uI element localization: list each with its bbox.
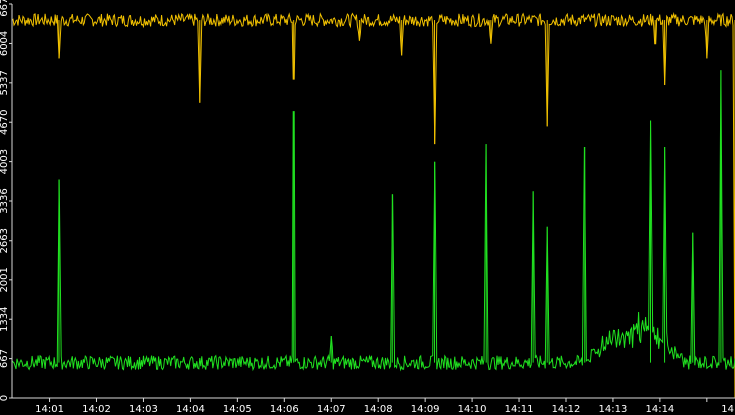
y-tick-label: 4670 — [0, 109, 10, 134]
x-tick-label: 14:03 — [129, 404, 158, 415]
y-tick-label: 4003 — [0, 149, 10, 174]
x-tick-label: 14:06 — [270, 404, 299, 415]
series-line-0 — [11, 12, 735, 399]
y-tick-label: 6672 — [0, 0, 10, 17]
x-tick-label: 14 — [721, 404, 734, 415]
x-axis: 14:01 14:02 14:03 14:04 14:05 14:06 14:07 14:08… — [35, 398, 734, 415]
y-tick-label: 3336 — [0, 188, 10, 213]
x-tick-label: 14:01 — [35, 404, 64, 415]
x-tick-label: 14:13 — [599, 404, 628, 415]
y-tick-label: 0 — [0, 395, 10, 401]
y-tick-label: 6004 — [0, 31, 10, 56]
plot-area — [11, 12, 735, 399]
x-tick-label: 14:08 — [364, 404, 393, 415]
x-tick-label: 14:05 — [223, 404, 252, 415]
y-axis: 0 667 1334 2001 2663 3336 4003 4670 5337 6004 6672 — [0, 0, 12, 401]
y-tick-label: 1334 — [0, 306, 10, 331]
x-tick-label: 14:04 — [176, 404, 205, 415]
y-tick-label: 5337 — [0, 70, 10, 95]
x-tick-label: 14:07 — [317, 404, 346, 415]
series-line-1 — [11, 70, 735, 372]
x-tick-label: 14:02 — [82, 404, 111, 415]
x-tick-label: 14:11 — [505, 404, 534, 415]
y-tick-label: 2663 — [0, 228, 10, 253]
x-tick-label: 14:09 — [411, 404, 440, 415]
x-tick-label: 14:10 — [458, 404, 487, 415]
y-tick-label: 2001 — [0, 267, 10, 292]
x-tick-label: 14:14 — [645, 404, 674, 415]
y-tick-label: 667 — [0, 349, 10, 368]
x-tick-label: 14:12 — [552, 404, 581, 415]
